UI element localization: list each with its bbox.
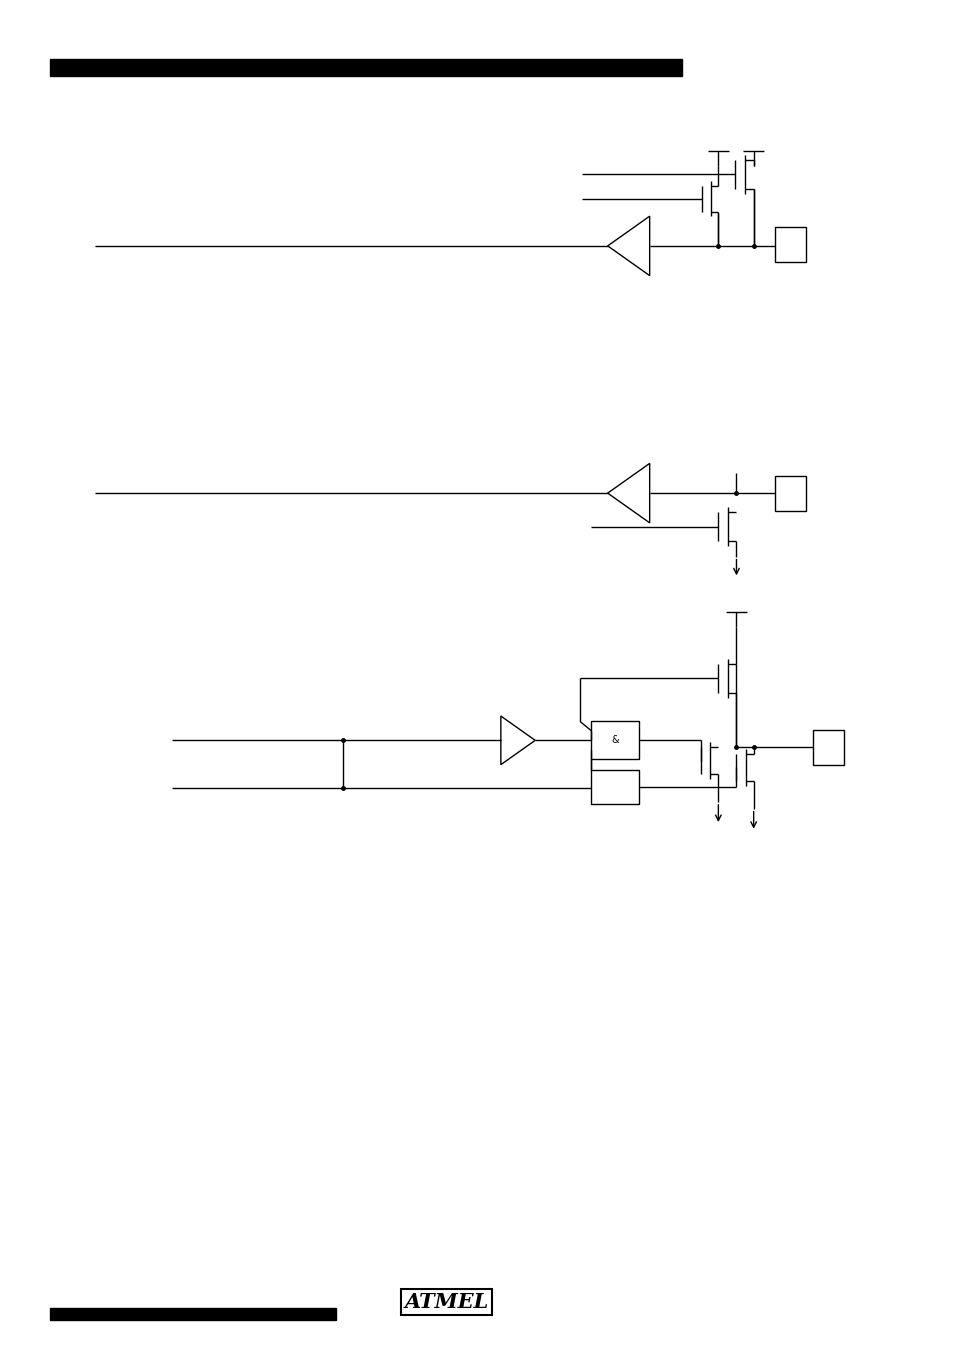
Bar [591, 721, 639, 759]
Bar [774, 227, 805, 262]
Bar [50, 1308, 335, 1320]
Text: ATMEL: ATMEL [404, 1293, 488, 1312]
Bar [812, 730, 843, 765]
Bar [591, 770, 639, 804]
Text: &: & [611, 735, 618, 746]
Bar [774, 476, 805, 511]
Bar [50, 59, 681, 76]
